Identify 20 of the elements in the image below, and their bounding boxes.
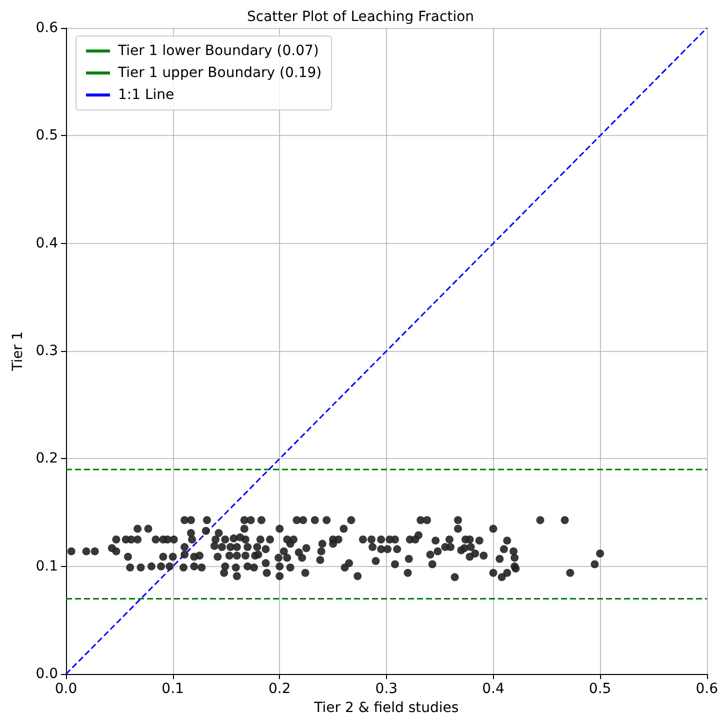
y-tick-label: 0.3 (36, 343, 58, 360)
x-tick-label: 0.2 (268, 681, 291, 698)
y-axis-title: Tier 1 (10, 331, 26, 372)
y-tick-label: 0.0 (36, 666, 58, 682)
x-tick-label: 0.0 (54, 681, 78, 698)
y-tick-label: 0.2 (36, 450, 58, 467)
y-tick-label: 0.1 (36, 558, 58, 574)
legend-label: Tier 1 upper Boundary (0.19) (117, 65, 322, 81)
legend-label: 1:1 Line (118, 87, 174, 103)
x-tick-label: 0.3 (375, 681, 398, 698)
y-tick-label: 0.6 (36, 20, 58, 36)
legend-label: Tier 1 lower Boundary (0.07) (117, 43, 319, 59)
chart-title: Scatter Plot of Leaching Fraction (246, 9, 474, 25)
y-tick-label: 0.5 (36, 128, 58, 144)
x-tick-label: 0.5 (588, 681, 612, 698)
x-tick-label: 0.1 (162, 681, 184, 698)
x-axis-title: Tier 2 & field studies (313, 700, 459, 716)
y-tick-label: 0.4 (36, 235, 58, 252)
x-tick-label: 0.4 (482, 681, 504, 698)
x-tick-label: 0.6 (696, 681, 718, 698)
